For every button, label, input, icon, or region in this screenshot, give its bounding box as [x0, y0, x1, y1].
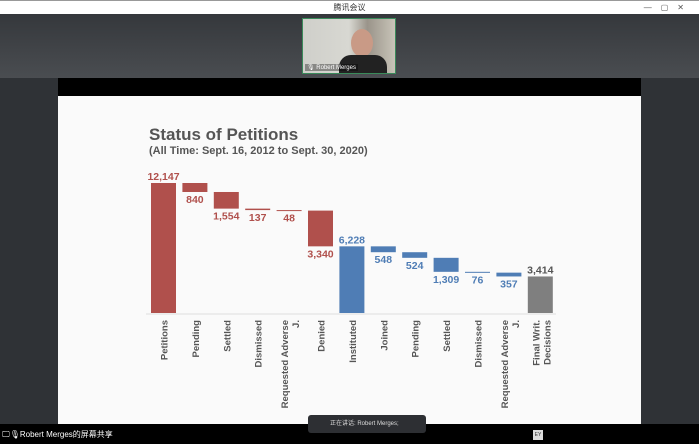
bar-12	[527, 276, 553, 313]
bar-7	[370, 246, 396, 253]
data-label-9: 1,309	[433, 274, 459, 286]
bar-4	[276, 210, 302, 212]
bar-6	[339, 246, 365, 313]
participant-head	[351, 29, 373, 57]
bottom-bar	[0, 424, 699, 444]
data-label-5: 3,340	[307, 248, 333, 260]
data-label-12: 3,414	[527, 264, 553, 276]
category-label-4: Requested Adverse	[280, 320, 291, 408]
bar-10	[465, 271, 490, 273]
data-label-8: 524	[406, 260, 424, 272]
participant-video[interactable]: 🎙 Robert Merges	[302, 18, 396, 74]
category-label-11: Requested Adverse	[500, 320, 511, 408]
bar-9	[433, 257, 459, 272]
bar-1	[182, 183, 208, 192]
category-label-7: Joined	[379, 320, 390, 351]
category-label-12: Final Writ.	[531, 320, 542, 366]
category-label-10: Dismissed	[474, 320, 485, 368]
participant-name-text: Robert Merges	[316, 65, 356, 71]
close-button[interactable]: ✕	[677, 3, 693, 12]
data-label-3: 137	[249, 212, 267, 224]
data-label-4: 48	[283, 213, 295, 225]
participant-body	[339, 55, 387, 73]
category-label-0: Petitions	[160, 320, 171, 360]
minimize-button[interactable]: —	[643, 3, 661, 12]
maximize-button[interactable]: ▢	[660, 3, 678, 12]
category-label-9: Settled	[442, 320, 453, 352]
data-label-7: 548	[375, 254, 393, 266]
category-label-6: Instituted	[348, 320, 359, 363]
bar-8	[402, 252, 428, 258]
chart-subtitle: (All Time: Sept. 16, 2012 to Sept. 30, 2…	[149, 145, 368, 157]
bar-3	[245, 208, 271, 211]
category-label-2: Settled	[222, 320, 233, 352]
slide-letterbox	[58, 78, 641, 96]
category-label-12: Decisions	[542, 320, 553, 365]
bar-11	[496, 272, 522, 277]
category-label-1: Pending	[191, 320, 202, 358]
bar-5	[308, 210, 333, 247]
category-label-4: J.	[291, 320, 302, 328]
window-title: 腾讯会议	[333, 3, 366, 12]
category-label-5: Denied	[317, 320, 328, 352]
data-label-1: 840	[186, 194, 204, 206]
category-label-3: Dismissed	[254, 320, 265, 368]
data-label-2: 1,554	[213, 211, 239, 223]
participant-name: 🎙 Robert Merges	[305, 64, 358, 71]
category-label-11: J.	[511, 320, 522, 328]
speaking-toast: 正在讲话: Robert Merges;	[308, 415, 426, 433]
chart-title: Status of Petitions	[149, 125, 298, 144]
share-label-text: Robert Merges的屏幕共享	[19, 430, 113, 439]
window-titlebar: 腾讯会议 —▢✕	[0, 0, 699, 14]
category-label-8: Pending	[411, 320, 422, 358]
left-panel	[0, 78, 58, 424]
data-label-0: 12,147	[147, 171, 179, 183]
bar-0	[151, 183, 176, 313]
data-label-11: 357	[500, 278, 518, 290]
share-label: 🖵🎙Robert Merges的屏幕共享	[2, 430, 113, 439]
speaking-toast-text: 正在讲话: Robert Merges;	[330, 421, 399, 427]
data-label-6: 6,228	[339, 234, 365, 246]
right-panel	[641, 78, 699, 424]
data-label-10: 76	[472, 275, 484, 287]
bar-2	[213, 191, 239, 209]
ey-badge: EY	[533, 430, 543, 440]
